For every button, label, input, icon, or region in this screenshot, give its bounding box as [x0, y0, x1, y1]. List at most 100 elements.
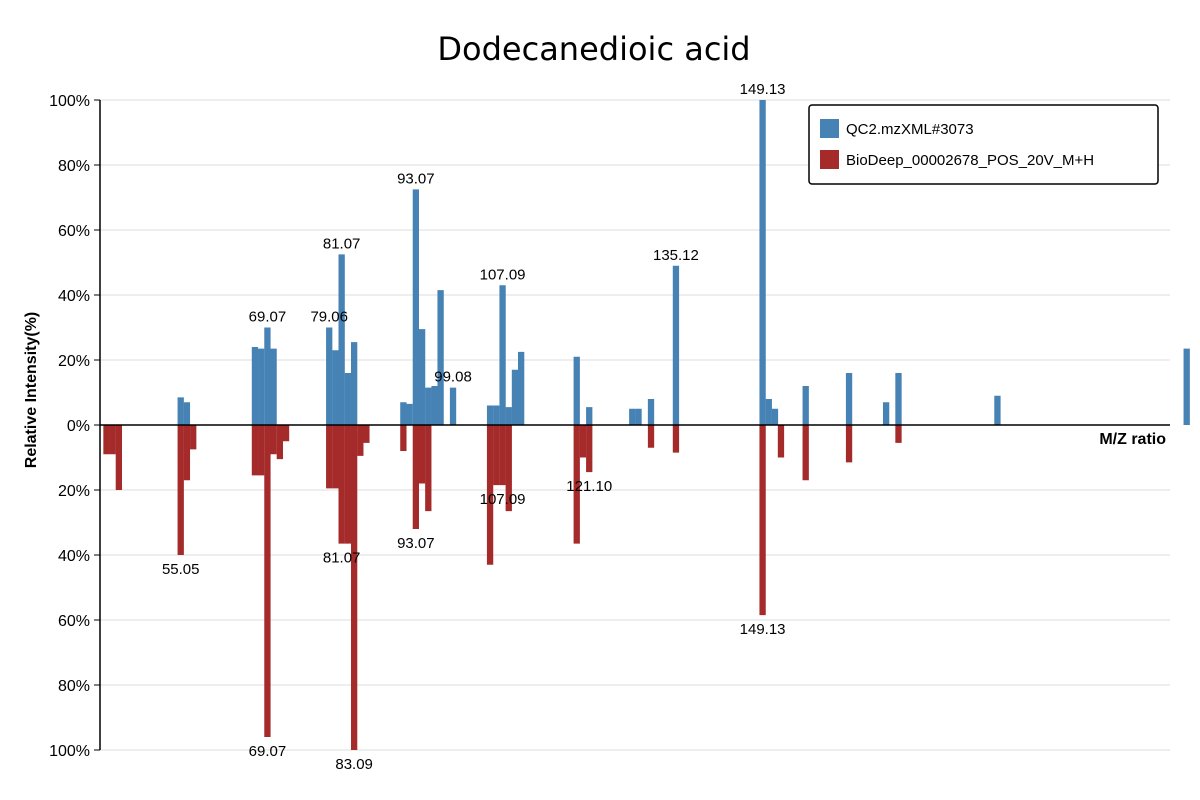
legend: QC2.mzXML#3073 BioDeep_00002678_POS_20V_… — [808, 104, 1159, 185]
query-peak-label: 149.13 — [740, 81, 786, 98]
y-tick-label: 60% — [58, 613, 90, 630]
reference-peak-bar — [183, 425, 191, 481]
query-peak-bar — [802, 386, 809, 425]
reference-peak-bar — [586, 425, 593, 473]
y-tick-label: 0% — [67, 418, 90, 435]
reference-peak-bar — [759, 425, 766, 616]
query-peak-bar — [511, 369, 519, 425]
query-peak-bar — [412, 189, 420, 425]
query-peak-bar — [672, 265, 680, 425]
chart-title: Dodecanedioic acid — [437, 30, 750, 68]
query-peak-bar — [586, 407, 593, 425]
reference-peak-bar — [115, 425, 123, 490]
reference-peak-bar — [486, 425, 494, 565]
reference-peak-bar — [493, 425, 500, 486]
legend-label-reference: BioDeep_00002678_POS_20V_M+H — [846, 152, 1094, 169]
query-peak-bar — [350, 342, 358, 425]
query-peak-bar — [647, 399, 655, 425]
query-peak-label: 69.07 — [249, 309, 287, 326]
reference-peak-label: 69.07 — [249, 743, 287, 760]
y-tick-labels: 100% 80% 60% 40% 20% 0% 20% 40% 60% 80% 100% — [49, 93, 100, 760]
y-axis-title: Relative Intensity(%) — [23, 312, 40, 468]
y-tick-label: 20% — [58, 353, 90, 370]
query-peak-bar — [418, 329, 426, 425]
query-peak-bar — [629, 408, 636, 425]
query-peak-bar — [845, 373, 853, 425]
reference-peak-label: 93.07 — [397, 535, 435, 552]
reference-peak-bar — [282, 425, 290, 442]
reference-peak-bar — [357, 425, 364, 456]
reference-peak-bar — [412, 425, 420, 529]
grid-lines — [100, 99, 1170, 751]
reference-peak-bar — [103, 425, 110, 455]
query-peak-bar — [573, 356, 580, 425]
reference-peak-label: 149.13 — [740, 621, 786, 638]
reference-peak-bar — [338, 425, 345, 544]
reference-peak-bar — [326, 425, 333, 489]
reference-peak-bar — [400, 425, 407, 451]
reference-peak-bar — [573, 425, 580, 544]
y-tick-label: 60% — [58, 223, 90, 240]
query-peak-bar — [406, 403, 413, 425]
x-axis-title: M/Z ratio — [1099, 431, 1166, 448]
query-peak-bar — [493, 405, 500, 425]
reference-peak-label: 121.10 — [566, 478, 612, 495]
axes — [99, 100, 1170, 750]
legend-label-query: QC2.mzXML#3073 — [846, 121, 974, 138]
reference-peak-bar — [251, 425, 259, 476]
query-peak-bar — [270, 348, 277, 425]
query-peak-bar — [177, 397, 184, 425]
query-peak-label: 79.06 — [310, 309, 348, 326]
y-tick-label: 20% — [58, 483, 90, 500]
query-peak-label: 99.08 — [434, 369, 472, 386]
y-tick-label: 80% — [58, 158, 90, 175]
reference-peak-label: 81.07 — [323, 550, 361, 567]
reference-peak-bar — [344, 425, 351, 544]
y-tick-label: 100% — [49, 93, 90, 110]
reference-peak-bar — [802, 425, 809, 481]
query-peak-label: 81.07 — [323, 235, 361, 252]
legend-swatch-reference — [820, 150, 839, 169]
reference-peak-bar — [350, 425, 358, 750]
query-peak-bar — [400, 402, 407, 425]
query-peak-bar — [895, 373, 902, 425]
reference-peak-label: 83.09 — [335, 756, 373, 773]
query-peak-bar — [882, 402, 890, 425]
y-tick-label: 100% — [49, 743, 90, 760]
query-peak-bar — [183, 402, 191, 425]
reference-peak-bar — [425, 425, 432, 512]
reference-peak-bar — [190, 425, 197, 450]
reference-peak-bar — [647, 425, 655, 448]
reference-peak-bar — [109, 425, 116, 455]
reference-peak-bar — [264, 425, 271, 737]
query-peak-bar — [499, 285, 506, 425]
y-tick-label: 80% — [58, 678, 90, 695]
peak-labels: 69.07 79.06 81.07 93.07 99.08 107.09 135.12 149… — [162, 81, 786, 773]
query-peak-label: 93.07 — [397, 170, 435, 187]
reference-peak-bar — [499, 425, 506, 486]
query-peak-bar — [258, 348, 265, 425]
reference-peak-bar — [579, 425, 587, 458]
query-peak-bar — [344, 373, 351, 425]
query-peak-bar — [425, 387, 432, 425]
query-peak-bar — [326, 327, 333, 425]
y-tick-label: 40% — [58, 548, 90, 565]
query-peak-label: 107.09 — [480, 266, 526, 283]
query-peak-bar — [765, 399, 772, 425]
query-peak-bar — [437, 290, 444, 425]
query-peak-bar — [1183, 348, 1190, 425]
reference-peak-bar — [777, 425, 785, 458]
reference-peak-bar — [363, 425, 370, 443]
reference-peak-bar — [845, 425, 853, 463]
query-peak-bar — [994, 395, 1001, 425]
query-peak-bar — [264, 327, 271, 425]
query-peak-bar — [338, 254, 345, 425]
query-peak-bar — [486, 405, 494, 425]
reference-peak-bar — [332, 425, 339, 489]
reference-peak-bar — [270, 425, 277, 455]
reference-peak-label: 107.09 — [480, 491, 526, 508]
reference-peak-bar — [895, 425, 902, 443]
legend-box — [808, 104, 1159, 185]
reference-peak-bar — [672, 425, 680, 453]
bars — [103, 100, 1190, 750]
